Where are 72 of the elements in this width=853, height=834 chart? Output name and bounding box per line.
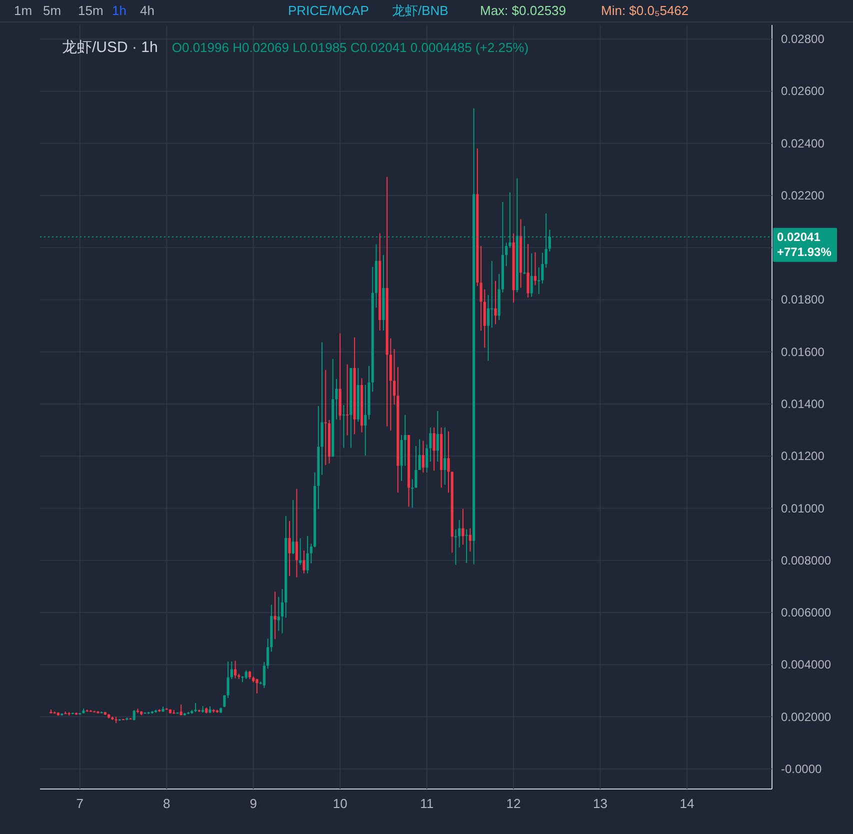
candlestick	[534, 252, 537, 286]
x-tick-label: 7	[76, 796, 84, 811]
candlestick	[444, 426, 446, 486]
candlestick	[292, 499, 294, 555]
y-tick-label: 0.01600	[781, 344, 825, 359]
y-tick-label: 0.02200	[781, 188, 825, 202]
y-tick-label: 0.01000	[781, 501, 825, 516]
text: 1m	[14, 3, 32, 18]
y-tick-label: 0.02400	[781, 136, 825, 150]
x-tick-label: 13	[593, 796, 608, 811]
candlestick	[404, 414, 406, 466]
text: 1h	[112, 3, 126, 18]
x-tick-label: 11	[420, 796, 434, 811]
candlestick	[494, 280, 497, 325]
candlestick	[223, 694, 226, 708]
y-tick-label: 0.02800	[781, 32, 825, 46]
candlestick	[299, 538, 302, 566]
y-tick-label: 0.01200	[781, 449, 825, 464]
candlestick	[468, 528, 472, 552]
y-tick-label: 0.004000	[781, 658, 832, 672]
candlestick	[274, 591, 276, 640]
candlestick	[538, 266, 540, 295]
candlestick	[530, 252, 533, 298]
text: PRICE/MCAP	[288, 3, 369, 18]
candlestick	[306, 535, 309, 574]
candlestick	[447, 430, 450, 494]
y-tick-label: 0.002000	[781, 710, 832, 724]
x-tick-label: 12	[506, 796, 521, 811]
candlestick	[458, 519, 461, 548]
ref-line-label: 0.02041 +771.93%	[777, 230, 832, 259]
candlestick	[486, 294, 490, 362]
candlestick	[432, 426, 436, 472]
candlestick	[346, 364, 349, 436]
text: Min: $0.0₅5462	[601, 3, 689, 18]
candlestick	[234, 660, 237, 679]
y-tick-label: 0.02600	[781, 84, 825, 98]
text: 龙虾/BNB	[392, 3, 448, 18]
x-tick-label: 14	[680, 796, 694, 811]
x-tick-label: 9	[250, 796, 257, 811]
y-tick-label: 0.008000	[781, 553, 832, 568]
candlestick	[454, 528, 458, 566]
candlestick	[490, 260, 494, 328]
text: Max: $0.02539	[480, 3, 566, 18]
text: O0.01996 H0.02069 L0.01985 C0.02041 0.0004485 (+2.25%)	[172, 40, 529, 55]
candlestick	[277, 596, 280, 632]
x-tick-label: 8	[163, 796, 170, 811]
text: 5m	[43, 3, 62, 18]
candlestick	[342, 404, 345, 448]
candlestick	[324, 369, 327, 466]
candlestick	[262, 662, 266, 689]
candlestick	[295, 488, 298, 578]
candlestick	[226, 661, 230, 699]
candlestick	[436, 410, 439, 462]
candlestick	[364, 384, 367, 456]
text: 4h	[140, 3, 154, 18]
text: 15m	[78, 3, 104, 18]
candlestick	[462, 508, 464, 546]
y-tick-label: 0.01800	[781, 292, 825, 307]
candlestick	[422, 440, 424, 474]
y-tick-label: 0.01400	[781, 397, 825, 411]
candlestick	[288, 520, 291, 577]
text: 龙虾/USD · 1h	[62, 39, 158, 56]
y-tick-label: 0.006000	[781, 606, 832, 620]
candlestick	[302, 550, 306, 574]
candlestick	[132, 710, 136, 721]
candlestick	[418, 438, 421, 470]
candlestick	[465, 528, 468, 564]
candlestick	[256, 678, 258, 694]
y-tick-label: -0.0000	[781, 762, 822, 776]
x-tick-label: 10	[332, 796, 348, 811]
candlestick	[505, 242, 508, 267]
candlestick	[526, 243, 530, 298]
